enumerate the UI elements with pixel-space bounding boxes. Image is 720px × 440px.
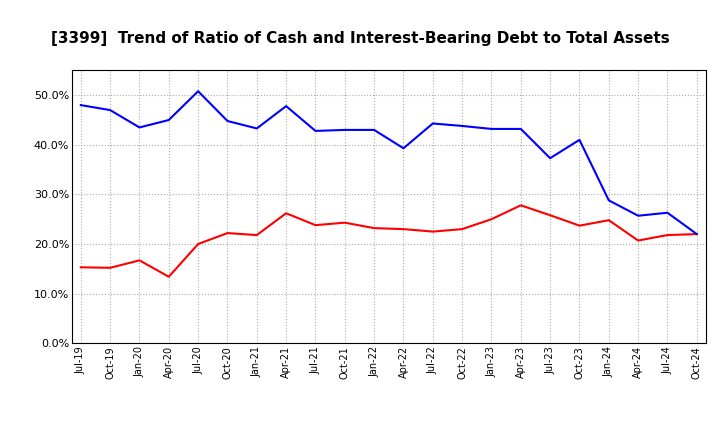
Interest-Bearing Debt <box>223 118 232 124</box>
Interest-Bearing Debt <box>575 137 584 143</box>
Interest-Bearing Debt <box>341 127 349 132</box>
Interest-Bearing Debt <box>106 107 114 113</box>
Cash <box>693 231 701 237</box>
Cash <box>135 258 144 263</box>
Text: [3399]  Trend of Ratio of Cash and Interest-Bearing Debt to Total Assets: [3399] Trend of Ratio of Cash and Intere… <box>50 31 670 46</box>
Cash <box>575 223 584 228</box>
Interest-Bearing Debt <box>516 126 525 132</box>
Cash <box>76 265 85 270</box>
Cash <box>663 232 672 238</box>
Cash <box>605 217 613 223</box>
Interest-Bearing Debt <box>76 103 85 108</box>
Cash <box>253 232 261 238</box>
Interest-Bearing Debt <box>663 210 672 216</box>
Interest-Bearing Debt <box>458 123 467 128</box>
Cash <box>311 223 320 228</box>
Interest-Bearing Debt <box>634 213 642 218</box>
Cash <box>516 203 525 208</box>
Cash <box>634 238 642 243</box>
Line: Interest-Bearing Debt: Interest-Bearing Debt <box>81 91 697 234</box>
Cash <box>370 225 379 231</box>
Cash <box>341 220 349 225</box>
Interest-Bearing Debt <box>546 156 554 161</box>
Cash <box>458 227 467 232</box>
Cash <box>223 231 232 236</box>
Cash <box>106 265 114 271</box>
Interest-Bearing Debt <box>164 117 173 123</box>
Cash <box>546 213 554 218</box>
Interest-Bearing Debt <box>399 146 408 151</box>
Interest-Bearing Debt <box>370 127 379 132</box>
Interest-Bearing Debt <box>311 128 320 134</box>
Interest-Bearing Debt <box>135 125 144 130</box>
Interest-Bearing Debt <box>487 126 496 132</box>
Interest-Bearing Debt <box>693 231 701 237</box>
Interest-Bearing Debt <box>194 88 202 94</box>
Cash <box>487 216 496 222</box>
Interest-Bearing Debt <box>428 121 437 126</box>
Cash <box>399 227 408 232</box>
Interest-Bearing Debt <box>282 103 290 109</box>
Line: Cash: Cash <box>81 205 697 277</box>
Cash <box>428 229 437 234</box>
Interest-Bearing Debt <box>253 126 261 131</box>
Interest-Bearing Debt <box>605 198 613 203</box>
Cash <box>194 242 202 247</box>
Cash <box>282 211 290 216</box>
Cash <box>164 274 173 279</box>
